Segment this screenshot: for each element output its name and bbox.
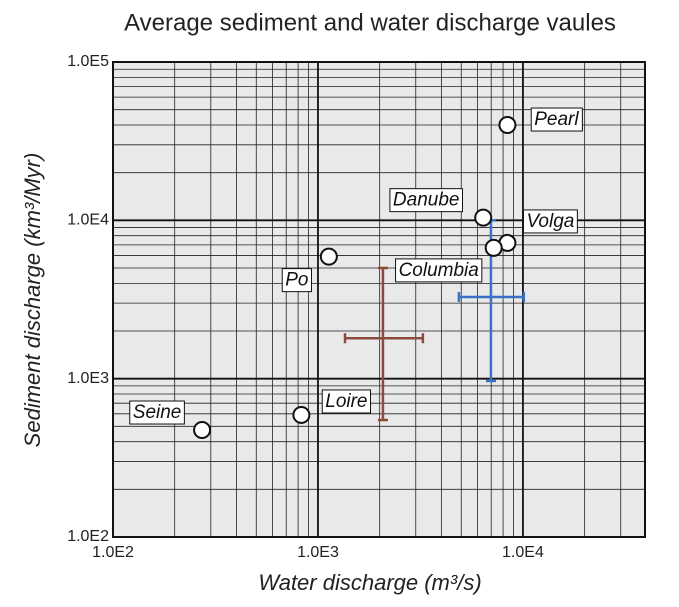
chart-title: Average sediment and water discharge vau… bbox=[124, 9, 616, 36]
error-bar bbox=[343, 266, 425, 422]
data-point bbox=[474, 208, 493, 227]
point-label-box bbox=[395, 258, 483, 283]
point-label: Columbia bbox=[399, 260, 479, 281]
point-label-box bbox=[129, 400, 185, 425]
point-label-box bbox=[530, 107, 583, 132]
data-point bbox=[193, 421, 212, 440]
point-label: Po bbox=[285, 270, 308, 291]
data-point bbox=[498, 116, 517, 135]
y-tick-label: 1.0E2 bbox=[67, 528, 109, 545]
y-tick-label: 1.0E4 bbox=[67, 212, 109, 229]
point-label: Danube bbox=[393, 190, 460, 211]
point-label-box bbox=[281, 268, 312, 293]
y-axis-label: Sediment discharge (km³/Myr) bbox=[20, 153, 45, 448]
x-tick-label: 1.0E2 bbox=[92, 544, 134, 561]
x-tick-label: 1.0E3 bbox=[297, 544, 339, 561]
point-label-box bbox=[389, 188, 463, 213]
y-tick-label: 1.0E3 bbox=[67, 370, 109, 387]
plot-background bbox=[113, 62, 645, 537]
point-label-box bbox=[321, 389, 372, 414]
point-label: Pearl bbox=[534, 109, 579, 130]
point-label: Volga bbox=[526, 211, 574, 232]
point-label-box bbox=[522, 209, 578, 234]
y-tick-label: 1.0E5 bbox=[67, 53, 109, 70]
plot-frame bbox=[112, 61, 646, 538]
data-point bbox=[484, 238, 503, 257]
x-axis-label: Water discharge (m³/s) bbox=[258, 570, 481, 595]
point-label: Loire bbox=[325, 391, 367, 412]
data-point bbox=[292, 405, 311, 424]
point-label: Seine bbox=[133, 402, 182, 423]
data-point bbox=[319, 247, 338, 266]
x-tick-label: 1.0E4 bbox=[502, 544, 544, 561]
